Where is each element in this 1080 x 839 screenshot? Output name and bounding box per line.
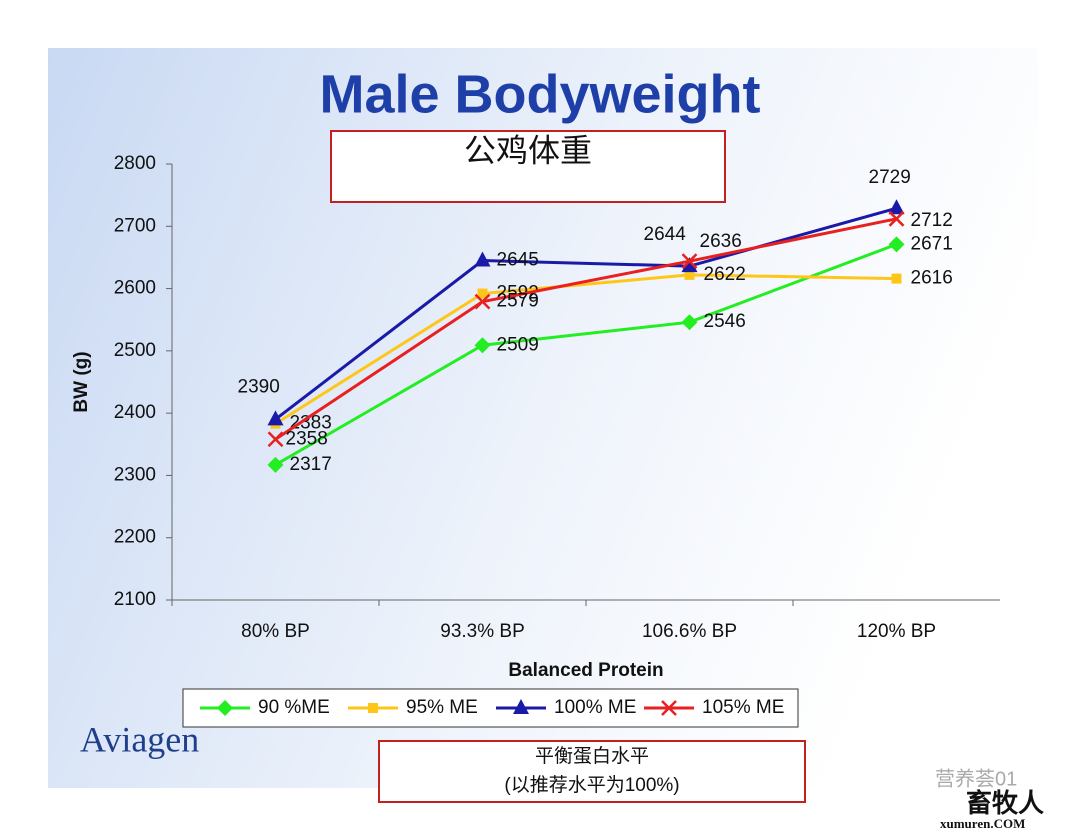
y-tick-label: 2600 bbox=[114, 278, 156, 299]
x-tick-label: 120% BP bbox=[857, 621, 936, 642]
data-label: 2622 bbox=[704, 264, 746, 285]
chart-subtitle: 公鸡体重 bbox=[464, 132, 592, 168]
marker bbox=[474, 293, 491, 310]
marker bbox=[888, 199, 905, 215]
watermark-site: xumuren.COM bbox=[940, 816, 1025, 831]
data-label: 2616 bbox=[911, 268, 953, 289]
data-label: 2383 bbox=[290, 413, 332, 434]
data-label: 2358 bbox=[286, 428, 328, 449]
x-tick-label: 106.6% BP bbox=[642, 621, 737, 642]
data-label: 2644 bbox=[644, 224, 687, 245]
x-axis-label: Balanced Protein bbox=[508, 660, 663, 681]
series-line bbox=[274, 206, 897, 421]
y-tick-label: 2100 bbox=[114, 589, 156, 610]
watermark: 营养荟01 bbox=[935, 767, 1017, 790]
series-line bbox=[274, 217, 897, 441]
marker bbox=[513, 699, 529, 714]
series-line bbox=[274, 273, 897, 426]
marker bbox=[368, 703, 378, 713]
marker bbox=[681, 257, 698, 273]
marker bbox=[267, 410, 284, 426]
marker bbox=[477, 288, 488, 299]
data-label: 2546 bbox=[704, 311, 746, 332]
data-label: 2317 bbox=[290, 454, 332, 475]
data-label: 2579 bbox=[497, 291, 539, 312]
legend-label: 90 %ME bbox=[258, 697, 330, 718]
y-tick-label: 2500 bbox=[114, 340, 156, 361]
y-tick-label: 2700 bbox=[114, 215, 156, 236]
marker bbox=[474, 337, 491, 354]
data-label: 2509 bbox=[497, 334, 539, 355]
data-label: 2645 bbox=[497, 250, 539, 271]
data-label: 2729 bbox=[869, 167, 911, 188]
legend-label: 100% ME bbox=[554, 697, 636, 718]
legend-label: 105% ME bbox=[702, 697, 784, 718]
marker bbox=[888, 210, 905, 227]
marker bbox=[888, 236, 905, 253]
legend bbox=[182, 688, 799, 728]
marker bbox=[267, 431, 284, 448]
marker bbox=[474, 251, 491, 267]
annotation-box bbox=[378, 740, 806, 803]
data-label: 2636 bbox=[700, 231, 742, 252]
y-tick-label: 2400 bbox=[114, 402, 156, 423]
chart-title: Male Bodyweight bbox=[319, 64, 760, 124]
data-label: 2712 bbox=[911, 210, 953, 231]
subtitle-box bbox=[330, 130, 726, 203]
marker bbox=[661, 700, 677, 716]
logo: Aviagen bbox=[80, 719, 199, 759]
annotation: 平衡蛋白水平 bbox=[535, 745, 649, 767]
legend-label: 95% ME bbox=[406, 697, 478, 718]
marker bbox=[681, 314, 698, 331]
series-line bbox=[274, 242, 898, 467]
annotation: (以推荐水平为100%) bbox=[504, 774, 679, 796]
x-tick-label: 80% BP bbox=[241, 621, 310, 642]
marker bbox=[891, 273, 902, 284]
marker bbox=[681, 253, 698, 270]
data-label: 2390 bbox=[238, 376, 280, 397]
y-axis-label: BW (g) bbox=[71, 351, 92, 412]
marker bbox=[267, 456, 284, 473]
x-tick-label: 93.3% BP bbox=[440, 621, 525, 642]
data-label: 2671 bbox=[911, 233, 953, 254]
watermark-brand: 畜牧人 bbox=[966, 788, 1044, 818]
y-tick-label: 2300 bbox=[114, 464, 156, 485]
y-tick-label: 2200 bbox=[114, 527, 156, 548]
marker bbox=[684, 269, 695, 280]
marker bbox=[217, 700, 233, 716]
y-tick-label: 2800 bbox=[114, 153, 156, 174]
